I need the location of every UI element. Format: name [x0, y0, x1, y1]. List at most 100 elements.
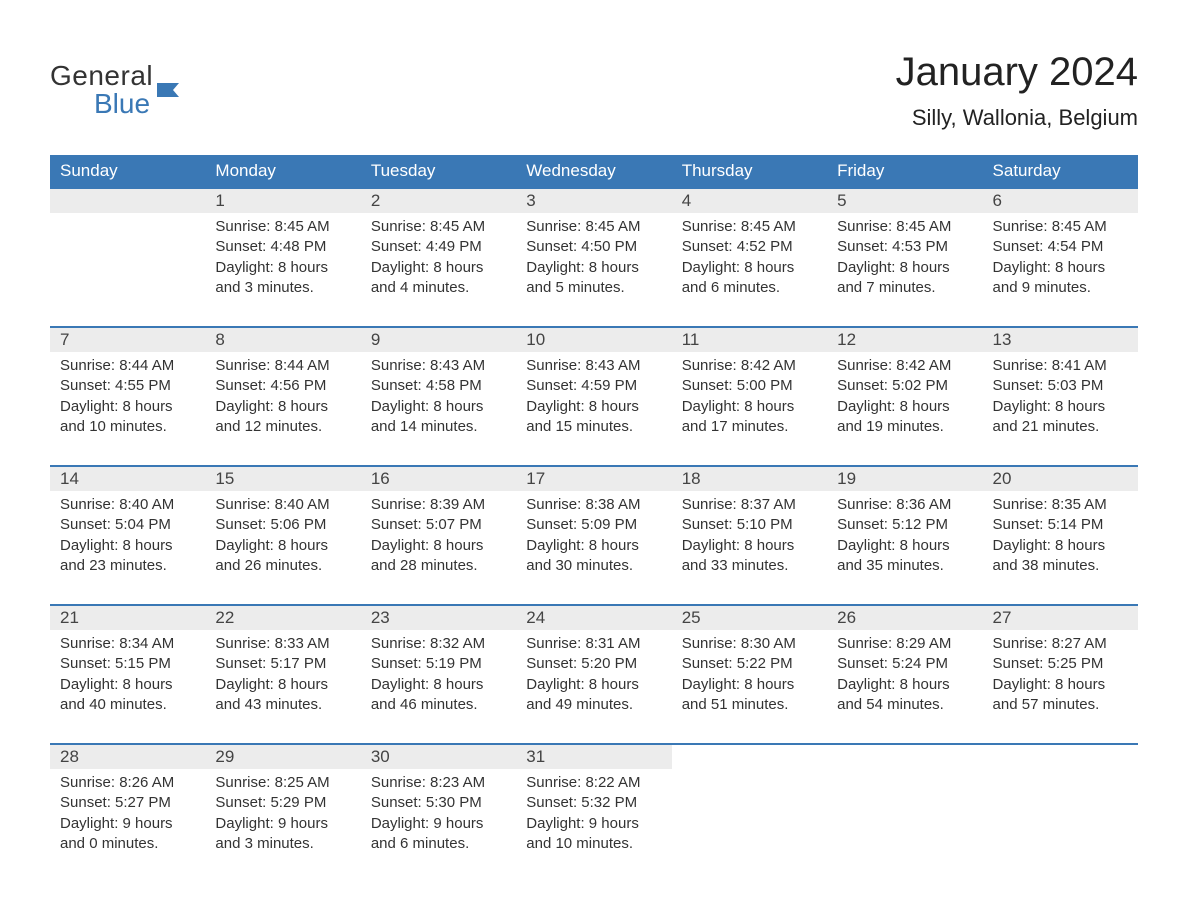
day-sunrise: Sunrise: 8:30 AM — [682, 634, 817, 654]
day-sunrise: Sunrise: 8:39 AM — [371, 495, 506, 515]
day-sunset: Sunset: 4:58 PM — [371, 376, 506, 396]
day-number-cell: 5 — [827, 188, 982, 213]
day-number: 27 — [993, 608, 1012, 627]
day-number-cell: 18 — [672, 466, 827, 491]
day-sunset: Sunset: 5:02 PM — [837, 376, 972, 396]
day-sunset: Sunset: 4:48 PM — [215, 237, 350, 257]
day-day1: Daylight: 8 hours — [682, 258, 817, 278]
day-number: 7 — [60, 330, 69, 349]
day-number-cell: 27 — [983, 605, 1138, 630]
day-content-cell: Sunrise: 8:39 AMSunset: 5:07 PMDaylight:… — [361, 491, 516, 605]
day-sunrise: Sunrise: 8:34 AM — [60, 634, 195, 654]
day-number: 3 — [526, 191, 535, 210]
day-number-cell — [672, 744, 827, 769]
day-sunrise: Sunrise: 8:42 AM — [837, 356, 972, 376]
dow-header: Friday — [827, 155, 982, 188]
day-day1: Daylight: 8 hours — [60, 397, 195, 417]
day-number-cell: 1 — [205, 188, 360, 213]
day-number: 1 — [215, 191, 224, 210]
day-content-cell: Sunrise: 8:22 AMSunset: 5:32 PMDaylight:… — [516, 769, 671, 882]
day-day1: Daylight: 8 hours — [371, 675, 506, 695]
day-sunset: Sunset: 4:55 PM — [60, 376, 195, 396]
day-sunset: Sunset: 5:32 PM — [526, 793, 661, 813]
day-content-cell: Sunrise: 8:44 AMSunset: 4:56 PMDaylight:… — [205, 352, 360, 466]
day-sunset: Sunset: 4:52 PM — [682, 237, 817, 257]
day-number: 19 — [837, 469, 856, 488]
day-content-cell: Sunrise: 8:31 AMSunset: 5:20 PMDaylight:… — [516, 630, 671, 744]
day-day2: and 51 minutes. — [682, 695, 817, 715]
day-sunrise: Sunrise: 8:27 AM — [993, 634, 1128, 654]
day-sunset: Sunset: 5:06 PM — [215, 515, 350, 535]
week-content-row: Sunrise: 8:26 AMSunset: 5:27 PMDaylight:… — [50, 769, 1138, 882]
day-day2: and 12 minutes. — [215, 417, 350, 437]
day-sunset: Sunset: 5:30 PM — [371, 793, 506, 813]
week-content-row: Sunrise: 8:45 AMSunset: 4:48 PMDaylight:… — [50, 213, 1138, 327]
day-day2: and 35 minutes. — [837, 556, 972, 576]
day-number: 22 — [215, 608, 234, 627]
day-content-cell: Sunrise: 8:43 AMSunset: 4:58 PMDaylight:… — [361, 352, 516, 466]
title-block: January 2024 Silly, Wallonia, Belgium — [896, 50, 1138, 131]
day-sunrise: Sunrise: 8:45 AM — [526, 217, 661, 237]
week-content-row: Sunrise: 8:34 AMSunset: 5:15 PMDaylight:… — [50, 630, 1138, 744]
day-sunset: Sunset: 5:22 PM — [682, 654, 817, 674]
day-number: 6 — [993, 191, 1002, 210]
dow-header: Saturday — [983, 155, 1138, 188]
day-number-cell: 14 — [50, 466, 205, 491]
day-number: 13 — [993, 330, 1012, 349]
day-content-cell: Sunrise: 8:26 AMSunset: 5:27 PMDaylight:… — [50, 769, 205, 882]
day-content-cell: Sunrise: 8:41 AMSunset: 5:03 PMDaylight:… — [983, 352, 1138, 466]
day-number-cell: 8 — [205, 327, 360, 352]
day-number-cell: 24 — [516, 605, 671, 630]
day-number-cell — [983, 744, 1138, 769]
dow-header: Wednesday — [516, 155, 671, 188]
week-daynum-row: 28293031 — [50, 744, 1138, 769]
day-number: 16 — [371, 469, 390, 488]
day-day2: and 10 minutes. — [60, 417, 195, 437]
day-number: 15 — [215, 469, 234, 488]
day-sunset: Sunset: 5:17 PM — [215, 654, 350, 674]
day-sunset: Sunset: 5:29 PM — [215, 793, 350, 813]
day-sunset: Sunset: 5:04 PM — [60, 515, 195, 535]
day-sunset: Sunset: 5:12 PM — [837, 515, 972, 535]
logo-word-general: General — [50, 62, 153, 90]
day-sunset: Sunset: 4:50 PM — [526, 237, 661, 257]
day-number: 28 — [60, 747, 79, 766]
week-daynum-row: 14151617181920 — [50, 466, 1138, 491]
day-day1: Daylight: 8 hours — [215, 536, 350, 556]
day-number: 8 — [215, 330, 224, 349]
day-sunset: Sunset: 4:53 PM — [837, 237, 972, 257]
day-content-cell: Sunrise: 8:25 AMSunset: 5:29 PMDaylight:… — [205, 769, 360, 882]
day-sunset: Sunset: 5:27 PM — [60, 793, 195, 813]
logo: General Blue — [50, 62, 191, 118]
day-day2: and 26 minutes. — [215, 556, 350, 576]
day-day1: Daylight: 8 hours — [682, 675, 817, 695]
day-sunrise: Sunrise: 8:41 AM — [993, 356, 1128, 376]
day-day1: Daylight: 8 hours — [215, 675, 350, 695]
day-number: 20 — [993, 469, 1012, 488]
day-sunrise: Sunrise: 8:45 AM — [215, 217, 350, 237]
day-day1: Daylight: 8 hours — [60, 675, 195, 695]
day-number-cell: 28 — [50, 744, 205, 769]
week-daynum-row: 123456 — [50, 188, 1138, 213]
day-of-week-row: SundayMondayTuesdayWednesdayThursdayFrid… — [50, 155, 1138, 188]
day-sunrise: Sunrise: 8:44 AM — [60, 356, 195, 376]
day-day1: Daylight: 9 hours — [526, 814, 661, 834]
logo-word-blue: Blue — [50, 90, 150, 118]
day-sunrise: Sunrise: 8:40 AM — [215, 495, 350, 515]
day-day1: Daylight: 8 hours — [993, 258, 1128, 278]
day-day2: and 3 minutes. — [215, 278, 350, 298]
day-content-cell: Sunrise: 8:30 AMSunset: 5:22 PMDaylight:… — [672, 630, 827, 744]
day-sunrise: Sunrise: 8:23 AM — [371, 773, 506, 793]
day-day2: and 43 minutes. — [215, 695, 350, 715]
day-number-cell: 22 — [205, 605, 360, 630]
day-sunrise: Sunrise: 8:33 AM — [215, 634, 350, 654]
day-content-cell — [827, 769, 982, 882]
day-number: 9 — [371, 330, 380, 349]
day-content-cell — [672, 769, 827, 882]
day-day1: Daylight: 8 hours — [993, 675, 1128, 695]
day-day1: Daylight: 8 hours — [526, 258, 661, 278]
day-number-cell: 9 — [361, 327, 516, 352]
day-content-cell: Sunrise: 8:34 AMSunset: 5:15 PMDaylight:… — [50, 630, 205, 744]
day-sunrise: Sunrise: 8:25 AM — [215, 773, 350, 793]
day-number: 14 — [60, 469, 79, 488]
